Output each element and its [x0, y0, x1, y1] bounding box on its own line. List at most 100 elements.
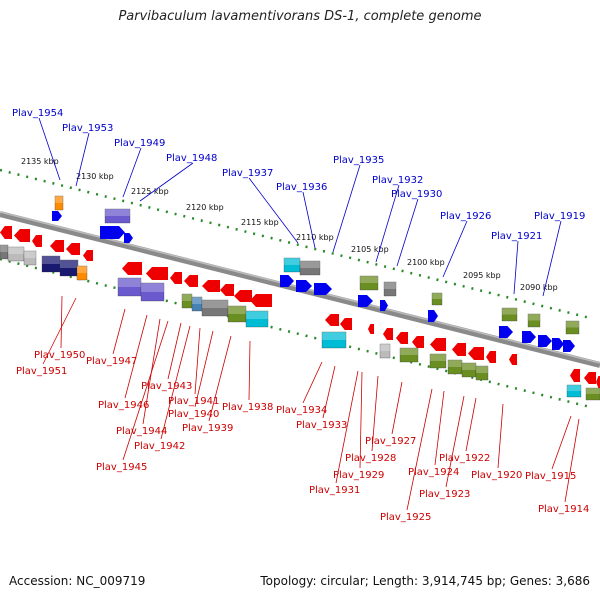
gene-label-reverse[interactable]: Plav_1924: [408, 467, 459, 478]
gene-label-reverse[interactable]: Plav_1944: [116, 426, 167, 437]
gene-label-reverse[interactable]: Plav_1938: [222, 402, 273, 413]
gene-arrow-reverse[interactable]: [570, 369, 580, 382]
gene-label-reverse[interactable]: Plav_1914: [538, 504, 589, 515]
gene-arrow-reverse[interactable]: [32, 235, 42, 247]
gene-label-forward[interactable]: Plav_1926: [440, 211, 491, 222]
gene-arrow-reverse[interactable]: [325, 314, 339, 326]
gene-block[interactable]: [429, 353, 447, 369]
gene-label-reverse[interactable]: Plav_1923: [419, 489, 470, 500]
gene-block[interactable]: [245, 310, 269, 328]
gene-arrow-forward[interactable]: [563, 340, 575, 352]
gene-block[interactable]: [359, 275, 379, 291]
gene-label-forward[interactable]: Plav_1953: [62, 123, 113, 134]
gene-block[interactable]: [527, 313, 541, 328]
gene-block[interactable]: [585, 387, 600, 401]
gene-arrow-forward[interactable]: [124, 233, 133, 243]
gene-block[interactable]: [475, 365, 489, 381]
gene-arrow-forward[interactable]: [552, 338, 564, 350]
gene-label-reverse[interactable]: Plav_1928: [345, 453, 396, 464]
gene-block[interactable]: [76, 265, 88, 281]
gene-arrow-reverse[interactable]: [66, 243, 80, 255]
gene-label-reverse[interactable]: Plav_1947: [86, 356, 137, 367]
gene-label-reverse[interactable]: Plav_1941: [168, 396, 219, 407]
gene-label-reverse[interactable]: Plav_1927: [365, 436, 416, 447]
gene-label-reverse[interactable]: Plav_1943: [141, 381, 192, 392]
gene-arrow-forward[interactable]: [314, 283, 332, 295]
gene-block[interactable]: [399, 347, 419, 363]
gene-label-forward[interactable]: Plav_1935: [333, 155, 384, 166]
gene-label-reverse[interactable]: Plav_1946: [98, 400, 149, 411]
gene-arrow-reverse[interactable]: [122, 262, 142, 275]
gene-arrow-reverse[interactable]: [184, 275, 198, 287]
gene-label-forward[interactable]: Plav_1930: [391, 189, 442, 200]
gene-arrow-reverse[interactable]: [83, 250, 93, 261]
gene-arrow-forward[interactable]: [380, 300, 388, 311]
gene-arrow-reverse[interactable]: [202, 280, 220, 292]
gene-block[interactable]: [501, 307, 518, 322]
gene-block[interactable]: [321, 331, 347, 349]
gene-label-forward[interactable]: Plav_1954: [12, 108, 63, 119]
gene-label-reverse[interactable]: Plav_1939: [182, 423, 233, 434]
gene-label-reverse[interactable]: Plav_1915: [525, 471, 576, 482]
gene-block[interactable]: [566, 384, 582, 398]
gene-arrow-reverse[interactable]: [383, 328, 393, 340]
gene-arrow-forward[interactable]: [428, 310, 438, 322]
gene-label-reverse[interactable]: Plav_1922: [439, 453, 490, 464]
gene-block[interactable]: [140, 282, 165, 302]
gene-arrow-reverse[interactable]: [452, 343, 466, 356]
gene-arrow-reverse[interactable]: [146, 267, 168, 280]
gene-block[interactable]: [383, 281, 397, 297]
gene-block[interactable]: [23, 250, 37, 266]
gene-label-reverse[interactable]: Plav_1931: [309, 485, 360, 496]
gene-arrow-forward[interactable]: [358, 295, 373, 307]
gene-block[interactable]: [299, 260, 321, 276]
gene-arrow-forward[interactable]: [296, 280, 312, 292]
gene-arrow-reverse[interactable]: [234, 290, 252, 302]
gene-arrow-reverse[interactable]: [14, 229, 30, 242]
gene-arrow-reverse[interactable]: [50, 240, 64, 252]
gene-label-reverse[interactable]: Plav_1945: [96, 462, 147, 473]
gene-arrow-reverse[interactable]: [412, 336, 424, 348]
gene-block[interactable]: [565, 320, 580, 335]
gene-arrow-reverse[interactable]: [509, 354, 517, 365]
gene-arrow-reverse[interactable]: [220, 284, 234, 296]
gene-arrow-reverse[interactable]: [396, 332, 408, 344]
gene-label-reverse[interactable]: Plav_1920: [471, 470, 522, 481]
gene-block[interactable]: [54, 195, 64, 211]
gene-label-reverse[interactable]: Plav_1934: [276, 405, 327, 416]
gene-arrow-reverse[interactable]: [368, 324, 374, 334]
gene-arrow-reverse[interactable]: [596, 376, 600, 388]
gene-label-forward[interactable]: Plav_1948: [166, 153, 217, 164]
gene-label-reverse[interactable]: Plav_1929: [333, 470, 384, 481]
gene-arrow-reverse[interactable]: [486, 351, 496, 363]
gene-arrow-forward[interactable]: [52, 211, 62, 221]
gene-arrow-forward[interactable]: [100, 226, 125, 239]
gene-block[interactable]: [104, 208, 131, 224]
gene-label-forward[interactable]: Plav_1949: [114, 138, 165, 149]
gene-arrow-forward[interactable]: [499, 326, 513, 338]
gene-arrow-forward[interactable]: [280, 275, 294, 287]
gene-arrow-reverse[interactable]: [584, 372, 596, 384]
gene-label-reverse[interactable]: Plav_1950: [34, 350, 85, 361]
gene-label-reverse[interactable]: Plav_1942: [134, 441, 185, 452]
gene-label-forward[interactable]: Plav_1937: [222, 168, 273, 179]
gene-block[interactable]: [431, 292, 443, 306]
gene-label-forward[interactable]: Plav_1921: [491, 231, 542, 242]
gene-label-reverse[interactable]: Plav_1951: [16, 366, 67, 377]
gene-arrow-reverse[interactable]: [250, 294, 272, 307]
gene-arrow-reverse[interactable]: [340, 318, 352, 330]
gene-label-reverse[interactable]: Plav_1925: [380, 512, 431, 523]
gene-label-reverse[interactable]: Plav_1933: [296, 420, 347, 431]
gene-label-forward[interactable]: Plav_1936: [276, 182, 327, 193]
label-leader-reverse: [122, 320, 169, 461]
gene-arrow-forward[interactable]: [522, 331, 536, 343]
gene-arrow-reverse[interactable]: [170, 272, 182, 284]
gene-arrow-reverse[interactable]: [430, 338, 446, 351]
gene-arrow-reverse[interactable]: [468, 347, 484, 360]
gene-label-reverse[interactable]: Plav_1940: [168, 409, 219, 420]
gene-label-forward[interactable]: Plav_1932: [372, 175, 423, 186]
gene-block[interactable]: [379, 343, 391, 359]
gene-arrow-reverse[interactable]: [0, 226, 12, 239]
gene-label-forward[interactable]: Plav_1919: [534, 211, 585, 222]
gene-arrow-forward[interactable]: [538, 335, 552, 347]
